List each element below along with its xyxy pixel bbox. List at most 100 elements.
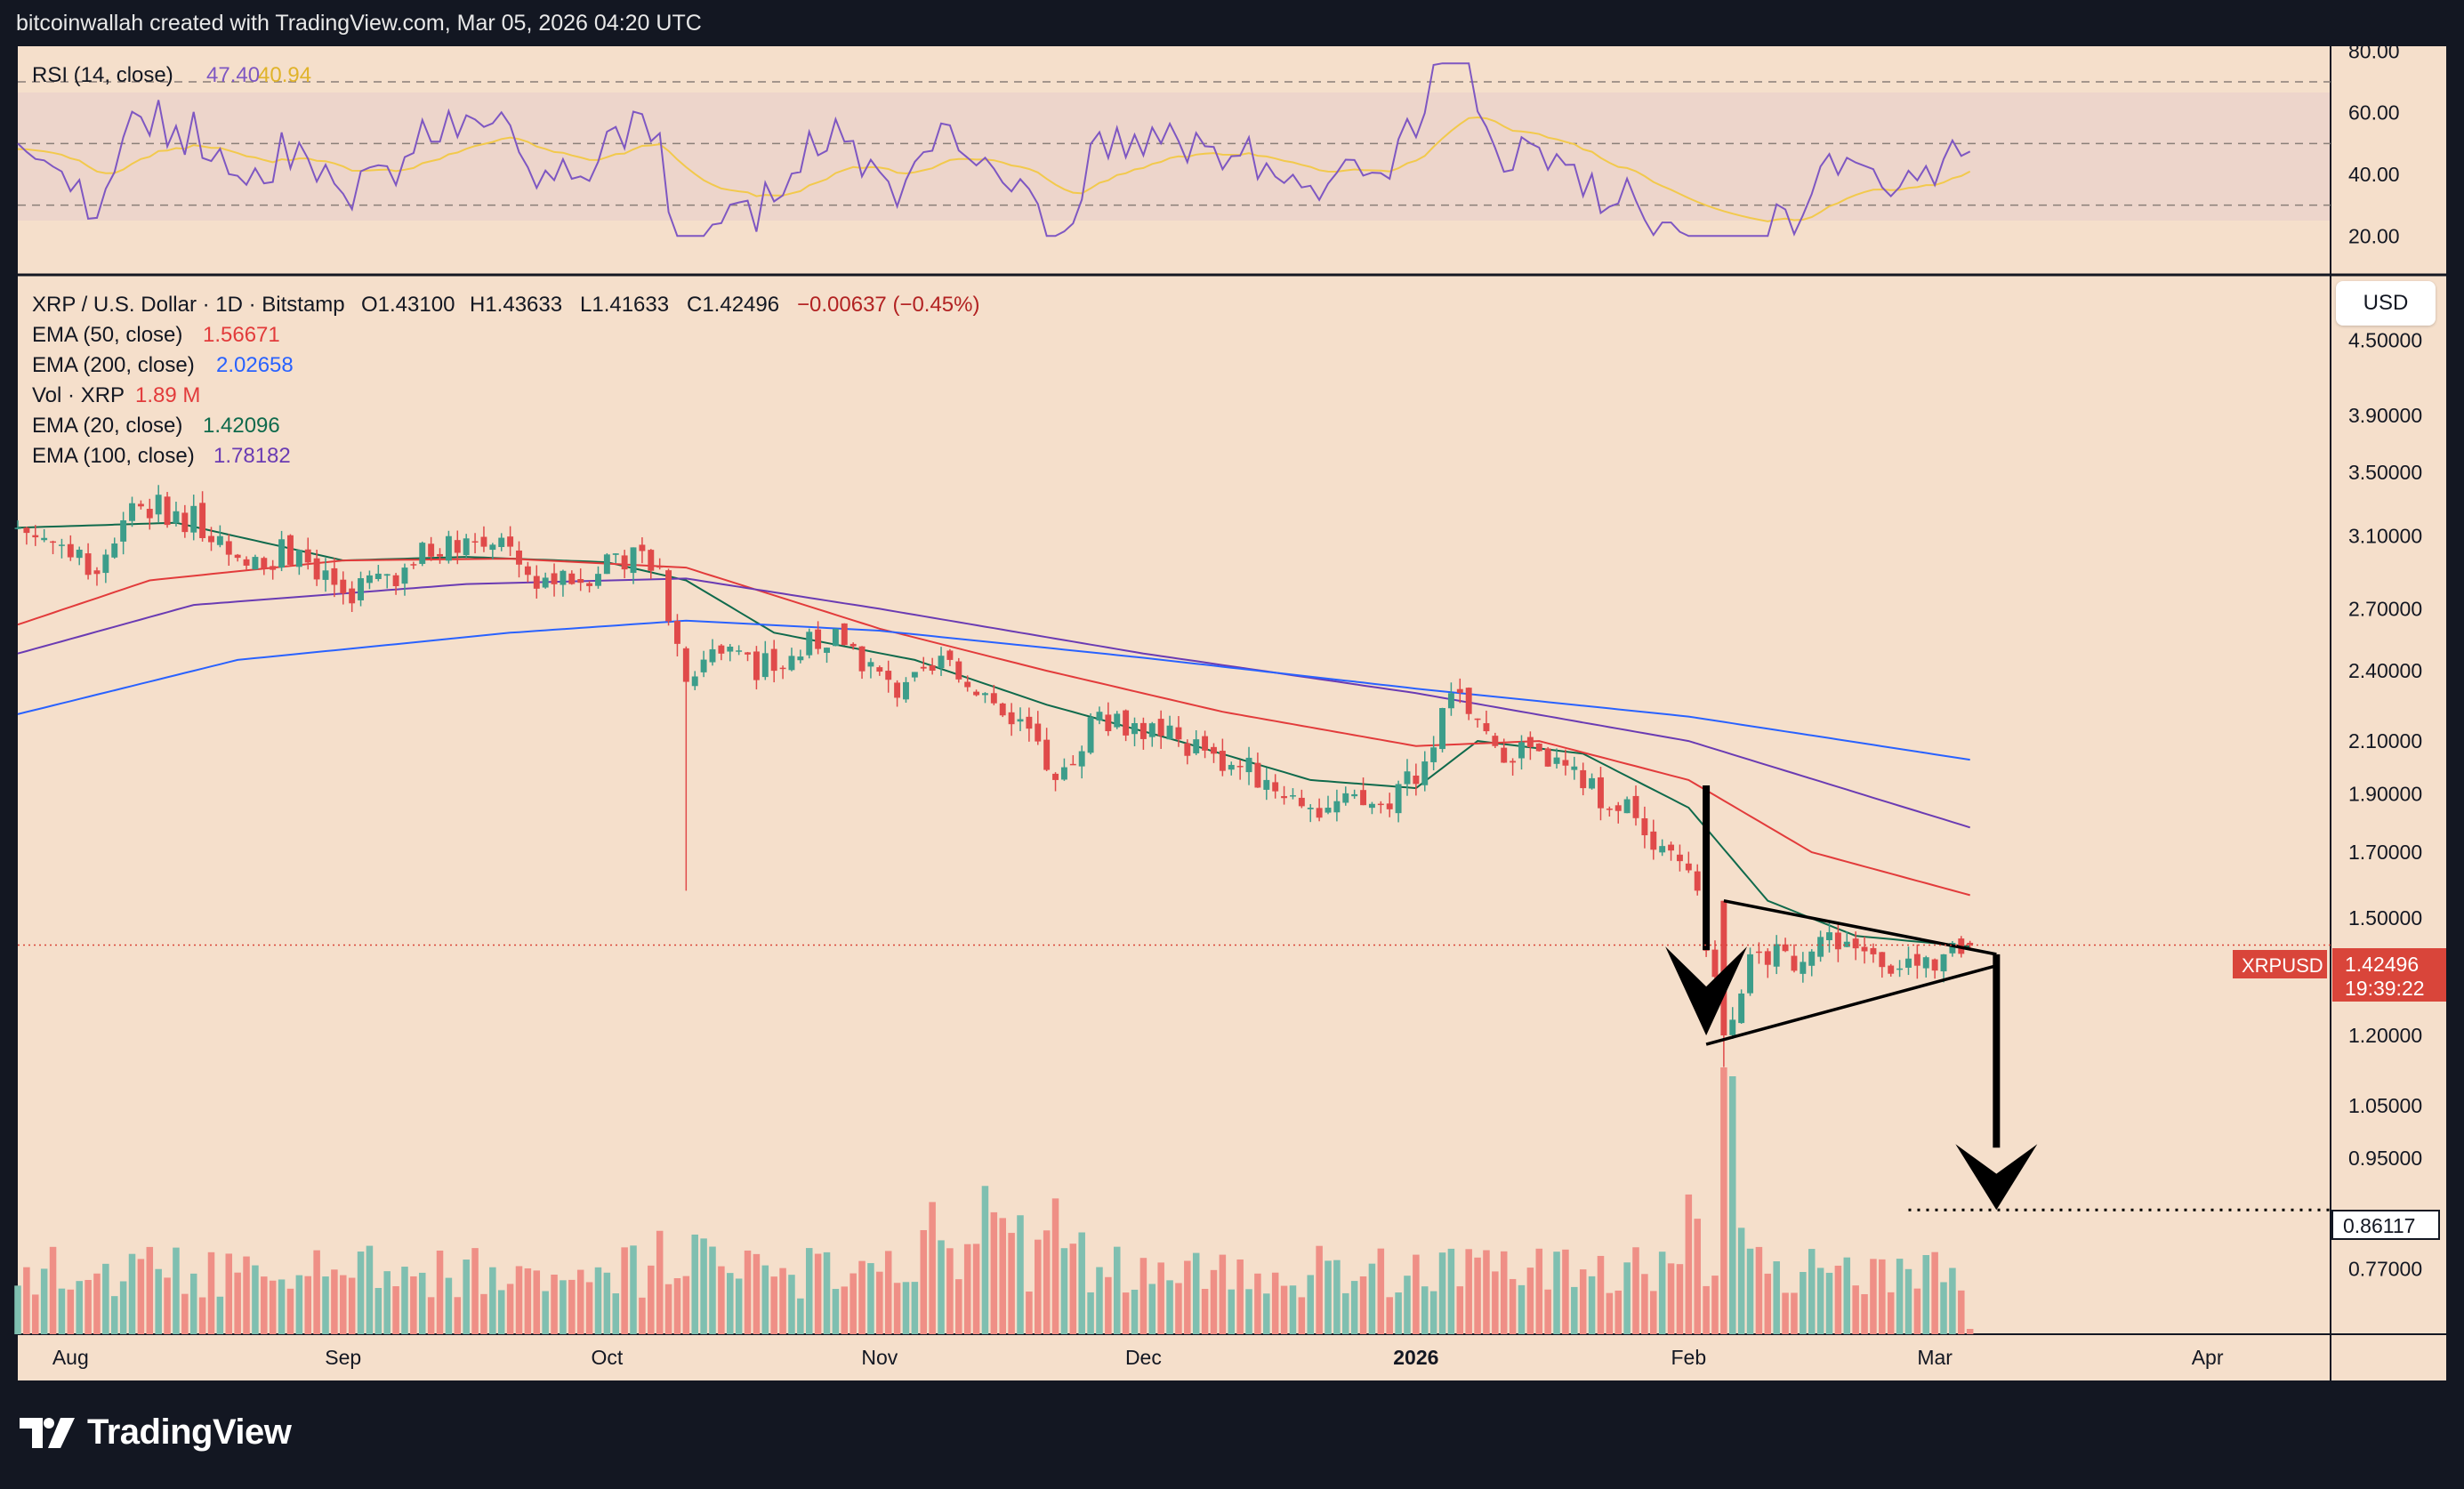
volume-bar xyxy=(1359,1276,1367,1334)
volume-bar xyxy=(709,1246,716,1334)
volume-bar xyxy=(1641,1274,1648,1334)
volume-bar xyxy=(1105,1276,1112,1334)
volume-bar xyxy=(1421,1286,1429,1334)
candle-body xyxy=(595,574,601,586)
candle-body xyxy=(225,541,232,555)
volume-bar xyxy=(401,1267,408,1334)
volume-bar xyxy=(938,1240,945,1334)
candle-body xyxy=(507,536,514,547)
candle-body xyxy=(1729,1019,1736,1035)
candle-body xyxy=(691,676,698,687)
symbol-tag-box xyxy=(2233,950,2327,978)
volume-bar xyxy=(858,1260,866,1334)
price-tick-1: 3.90000 xyxy=(2348,404,2422,427)
volume-bar xyxy=(929,1202,936,1334)
volume-bar xyxy=(1579,1269,1587,1334)
volume-bar xyxy=(955,1279,962,1334)
candle-body xyxy=(1157,719,1164,736)
volume-bar xyxy=(67,1289,75,1334)
candle-body xyxy=(1456,688,1463,693)
candle-body xyxy=(1193,739,1200,753)
candle-body xyxy=(1395,784,1402,814)
candle-body xyxy=(621,555,628,570)
countdown-value: 19:39:22 xyxy=(2345,977,2425,1000)
volume-bar xyxy=(779,1268,786,1334)
price-tick-5: 2.40000 xyxy=(2348,659,2422,682)
volume-bar xyxy=(648,1265,655,1334)
price-tick-13: 0.77000 xyxy=(2348,1257,2422,1280)
candle-body xyxy=(76,549,83,559)
candle-body xyxy=(1184,743,1191,756)
target-box xyxy=(2331,1210,2440,1240)
volume-bar xyxy=(1966,1329,1974,1334)
volume-bar xyxy=(463,1260,470,1334)
volume-bar xyxy=(1026,1292,1033,1334)
volume-bar xyxy=(603,1272,611,1334)
volume-bar xyxy=(990,1211,998,1334)
candle-body xyxy=(1069,763,1076,766)
volume-bar xyxy=(1413,1254,1420,1334)
volume-bar xyxy=(1650,1291,1657,1334)
volume-bar xyxy=(1509,1278,1517,1334)
candle-body xyxy=(673,621,680,644)
ohlc-close: C1.42496 xyxy=(687,293,779,317)
price-legend: XRP / U.S. Dollar · 1D · Bitstamp O1.431… xyxy=(32,293,980,468)
volume-bar xyxy=(1096,1267,1103,1334)
volume-bar xyxy=(1078,1232,1085,1334)
volume-bar xyxy=(1913,1288,1921,1334)
price-tick-9: 1.50000 xyxy=(2348,906,2422,930)
volume-bar xyxy=(630,1245,637,1334)
volume-bar xyxy=(243,1256,250,1334)
candle-body xyxy=(603,554,610,575)
volume-bar xyxy=(664,1284,672,1334)
candle-body xyxy=(858,646,866,672)
breakdown-arrow-head xyxy=(1955,1144,2038,1211)
volume-bar xyxy=(1492,1271,1499,1334)
candle-body xyxy=(516,550,522,565)
volume-bar xyxy=(691,1234,698,1334)
volume-bar xyxy=(1289,1285,1297,1334)
symbol-tag: XRPUSD xyxy=(2242,954,2323,977)
currency-button[interactable]: USD xyxy=(2336,281,2436,326)
volume-bar xyxy=(727,1273,734,1334)
candle-body xyxy=(1254,762,1261,788)
candle-body xyxy=(41,537,48,541)
volume-bar xyxy=(454,1297,462,1334)
candle-body xyxy=(1026,716,1033,729)
volume-bar xyxy=(902,1282,910,1334)
candle-body xyxy=(1060,767,1067,780)
volume-bar xyxy=(304,1276,311,1334)
candle-body xyxy=(173,511,180,523)
volume-bar xyxy=(761,1265,769,1334)
candle-body xyxy=(1606,809,1613,810)
volume-bar xyxy=(832,1289,840,1334)
volume-bar xyxy=(876,1271,883,1334)
candle-body xyxy=(1650,831,1657,850)
candle-body xyxy=(1800,962,1807,974)
last-price-value: 1.42496 xyxy=(2345,953,2419,976)
price-tick-12: 0.95000 xyxy=(2348,1147,2422,1170)
ohlc-low: L1.41633 xyxy=(580,293,669,317)
candle-body xyxy=(1263,779,1270,790)
volume-bar xyxy=(313,1250,320,1334)
candle-body xyxy=(533,575,540,589)
candle-body xyxy=(278,539,286,568)
candle-body xyxy=(1465,688,1472,714)
volume-bar xyxy=(1711,1276,1719,1334)
volume-bar xyxy=(506,1284,514,1334)
candle-body xyxy=(938,656,945,669)
volume-bar xyxy=(85,1279,92,1334)
legend-ema100-value: 1.78182 xyxy=(213,444,291,468)
volume-bar xyxy=(823,1252,831,1334)
volume-bar xyxy=(164,1277,171,1334)
volume-bar xyxy=(1307,1275,1314,1334)
volume-bar xyxy=(568,1279,576,1334)
volume-bar xyxy=(366,1245,374,1334)
candle-body xyxy=(234,554,241,559)
candle-body xyxy=(1430,747,1437,762)
volume-bar xyxy=(1896,1259,1904,1334)
volume-bar xyxy=(261,1276,268,1334)
volume-bar xyxy=(1535,1248,1543,1334)
candle-body xyxy=(1483,723,1490,732)
